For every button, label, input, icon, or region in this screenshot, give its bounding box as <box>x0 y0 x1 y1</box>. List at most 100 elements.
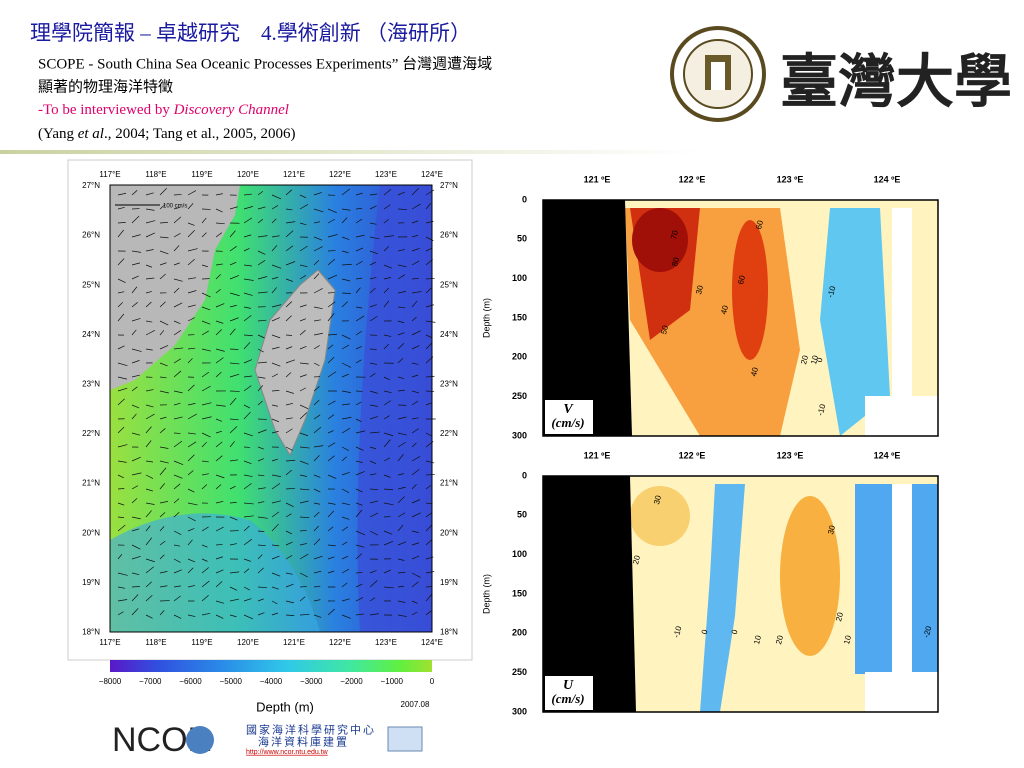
current-arrow <box>299 553 309 560</box>
current-arrow <box>313 345 320 350</box>
current-arrow <box>271 334 281 339</box>
current-arrow <box>285 402 294 406</box>
current-arrow <box>159 345 169 350</box>
lon-label: 121°E <box>283 170 305 179</box>
scale-label: 100 cm/s <box>163 204 187 210</box>
current-arrow <box>341 488 350 493</box>
depth-tick: 200 <box>512 628 527 638</box>
current-arrow <box>313 246 323 252</box>
current-arrow <box>117 345 125 350</box>
lon-label: 121°E <box>283 638 305 647</box>
org-line: 國家海洋科學研究中心 <box>246 723 376 737</box>
current-arrow <box>411 248 420 252</box>
axis-label: Depth (m) <box>481 574 491 614</box>
current-arrow <box>285 301 293 308</box>
current-arrow <box>327 414 335 420</box>
text-span: et al <box>78 126 104 142</box>
current-arrow <box>411 512 421 518</box>
current-arrow <box>313 599 321 602</box>
current-arrow <box>187 488 195 493</box>
lat-label: 19°N <box>440 578 458 587</box>
current-arrow <box>411 428 419 434</box>
current-arrow <box>159 512 166 518</box>
current-arrow <box>383 530 393 535</box>
current-arrow <box>285 417 293 420</box>
current-arrow <box>271 373 278 378</box>
text-span: (Yang <box>38 126 78 142</box>
current-arrow <box>173 278 183 282</box>
current-arrow <box>411 300 418 308</box>
current-arrow <box>299 329 306 336</box>
current-arrow <box>285 346 293 350</box>
current-arrow <box>369 373 376 378</box>
current-arrow <box>145 192 154 196</box>
current-arrow <box>173 530 182 535</box>
current-arrow <box>173 569 182 574</box>
lon-label: 120°E <box>237 170 259 179</box>
label-box <box>545 676 593 710</box>
current-arrow <box>285 487 296 490</box>
current-arrow <box>383 246 389 252</box>
current-arrow <box>383 287 390 294</box>
current-arrow <box>425 248 432 252</box>
current-arrow <box>313 259 320 266</box>
current-arrow <box>327 556 335 560</box>
current-arrow <box>173 585 182 588</box>
current-arrow <box>411 417 419 420</box>
current-arrow <box>355 553 363 560</box>
current-arrow <box>313 474 321 478</box>
current-arrow <box>327 356 335 364</box>
current-arrow <box>257 218 264 224</box>
current-arrow <box>173 216 182 224</box>
current-arrow <box>131 485 139 490</box>
current-arrow <box>313 236 323 241</box>
current-arrow <box>201 567 209 574</box>
current-arrow <box>355 346 362 350</box>
current-arrow <box>117 207 125 210</box>
current-arrow <box>285 555 293 560</box>
brand-globe <box>186 726 214 754</box>
current-arrow <box>271 245 278 252</box>
current-arrow <box>117 229 124 238</box>
current-arrow <box>173 245 180 252</box>
current-arrow <box>215 222 225 225</box>
current-arrow <box>201 612 211 616</box>
current-arrow <box>187 384 195 392</box>
current-arrow <box>355 277 363 280</box>
lat-label: 22°N <box>440 429 458 438</box>
current-arrow <box>271 218 277 224</box>
current-arrow <box>425 484 432 490</box>
current-arrow <box>383 488 394 491</box>
current-arrow <box>397 249 405 252</box>
current-arrow <box>117 599 128 602</box>
current-arrow <box>187 190 197 196</box>
current-arrow <box>229 292 240 297</box>
current-arrow <box>215 544 223 546</box>
current-arrow <box>299 275 307 280</box>
current-arrow <box>411 187 420 196</box>
current-arrow <box>355 218 363 224</box>
current-arrow <box>271 500 281 504</box>
current-arrow <box>341 526 348 532</box>
current-arrow <box>131 386 138 392</box>
current-arrow <box>131 234 141 238</box>
lon-label: 118°E <box>145 638 166 647</box>
current-arrow <box>285 530 293 535</box>
current-arrow <box>173 390 183 394</box>
current-arrow <box>397 291 407 294</box>
current-arrow <box>117 362 128 367</box>
current-arrow <box>131 215 140 224</box>
current-arrow <box>411 203 421 210</box>
current-arrow <box>383 400 392 406</box>
current-arrow <box>341 598 350 602</box>
current-arrow <box>229 304 237 308</box>
current-arrow <box>145 460 154 463</box>
university-logo <box>670 26 766 122</box>
current-arrow <box>215 569 224 574</box>
current-arrow <box>341 403 350 406</box>
current-arrow <box>285 245 294 252</box>
current-arrow <box>201 232 207 238</box>
current-arrow <box>369 222 377 225</box>
current-arrow <box>201 371 210 378</box>
current-arrow <box>383 334 392 337</box>
